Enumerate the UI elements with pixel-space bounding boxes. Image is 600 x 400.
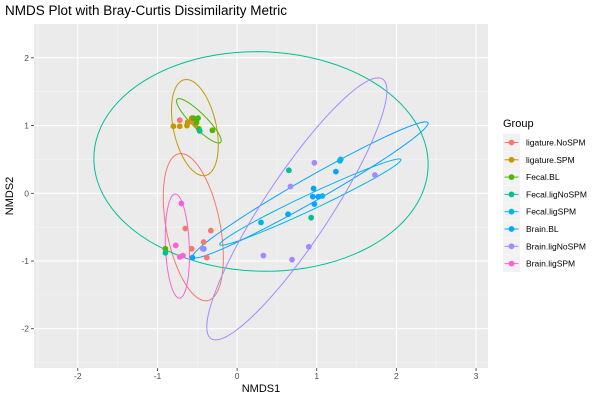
legend-label-ligature-spm: ligature.SPM: [526, 155, 575, 165]
point-brain-lignospm: [289, 256, 295, 263]
point-ligature-spm: [176, 123, 183, 130]
y-tick-label: 0: [24, 188, 29, 198]
ellipse-brain-lignospm: [206, 77, 388, 341]
ellipse-fecal-lignospm: [93, 51, 429, 272]
point-ligature-nospm: [203, 254, 210, 261]
x-tick-label: 1: [314, 371, 319, 381]
legend-key-ligature-spm: [503, 151, 520, 169]
point-fecal-lignospm: [162, 249, 169, 256]
chart-title: NMDS Plot with Bray-Curtis Dissimilarity…: [5, 3, 287, 18]
point-brain-lignospm: [260, 252, 267, 259]
legend-key-ligature-nospm: [503, 134, 520, 151]
point-fecal-bl: [193, 119, 200, 126]
point-brain-bl: [315, 193, 322, 200]
axes: -2 -1 0 1 2 3 -2 -1 0 1 2: [21, 53, 478, 381]
point-fecal-bl: [209, 127, 216, 134]
point-ligature-nospm: [207, 227, 214, 234]
confidence-ellipses: [93, 51, 429, 341]
legend-key-point: [508, 243, 515, 250]
legend-key-point: [508, 139, 515, 146]
legend-key-fecal-bl: [503, 168, 520, 186]
legend-key-fecal-ligspm: [503, 203, 520, 221]
legend: Group ligature.NoSPM ligature.SPM Fecal.BL…: [503, 118, 587, 273]
ellipse-brain-ligspm: [164, 193, 191, 299]
point-fecal-lignospm: [308, 214, 315, 221]
point-fecal-bl: [190, 115, 197, 122]
legend-title: Group: [503, 118, 534, 130]
point-brain-ligspm: [172, 242, 179, 249]
x-tick-label: 3: [474, 371, 479, 381]
legend-label-fecal-lignospm: Fecal.ligNoSPM: [526, 189, 587, 199]
x-tick-label: -2: [74, 371, 82, 381]
legend-key-brain-ligspm: [503, 255, 520, 273]
legend-key-point: [508, 174, 515, 181]
ellipse-fecal-bl: [176, 98, 222, 144]
point-brain-lignospm: [287, 183, 294, 190]
point-brain-bl: [309, 193, 316, 200]
point-ligature-spm: [170, 123, 177, 130]
ellipse-ligature-spm: [170, 78, 219, 177]
point-fecal-lignospm: [285, 167, 292, 174]
point-ligature-nospm: [176, 117, 183, 124]
point-fecal-ligspm: [258, 219, 264, 226]
legend-items: ligature.NoSPM ligature.SPM Fecal.BL Fecal.…: [503, 134, 587, 273]
point-fecal-lignospm: [196, 128, 203, 134]
legend-label-brain-lignospm: Brain.ligNoSPM: [526, 241, 586, 251]
x-axis-title: NMDS1: [242, 383, 281, 395]
plot-panel: [34, 24, 488, 368]
x-tick-label: 0: [235, 371, 240, 381]
legend-key-point: [508, 156, 515, 163]
point-brain-bl: [285, 211, 291, 218]
point-fecal-bl: [162, 245, 169, 252]
legend-key-point: [508, 208, 515, 215]
point-brain-bl: [332, 168, 339, 175]
minor-gridlines: [34, 24, 488, 368]
legend-label-fecal-bl: Fecal.BL: [526, 172, 560, 182]
x-tick-label: -1: [154, 371, 162, 381]
ellipse-ligature-nospm: [162, 152, 224, 302]
point-ligature-spm: [184, 122, 190, 129]
legend-key-fecal-lignospm: [503, 185, 520, 203]
legend-key-brain-lignospm: [503, 237, 520, 255]
legend-key-point: [508, 226, 515, 232]
legend-label-ligature-nospm: ligature.NoSPM: [526, 138, 586, 148]
legend-key-point: [508, 260, 515, 267]
point-brain-lignospm: [305, 243, 312, 250]
legend-label-fecal-ligspm: Fecal.ligSPM: [526, 207, 576, 217]
point-brain-lignospm: [199, 245, 206, 252]
point-brain-bl: [310, 185, 317, 192]
y-tick-label: 1: [24, 121, 29, 131]
major-gridlines: [34, 24, 488, 368]
point-ligature-nospm: [182, 225, 189, 232]
legend-key-point: [508, 191, 515, 198]
point-brain-ligspm: [180, 252, 186, 259]
point-brain-bl: [311, 201, 318, 208]
ellipse-fecal-ligspm: [219, 158, 402, 246]
y-axis-title: NMDS2: [4, 177, 16, 216]
legend-key-brain-bl: [503, 220, 520, 238]
y-tick-label: 2: [24, 53, 29, 63]
point-ligature-nospm: [188, 245, 195, 252]
point-ligature-nospm: [200, 239, 207, 245]
y-tick-label: -2: [21, 324, 29, 334]
point-brain-lignospm: [311, 159, 318, 166]
data-points: [162, 115, 378, 263]
legend-label-brain-bl: Brain.BL: [526, 224, 559, 234]
point-brain-lignospm: [371, 172, 378, 178]
legend-label-brain-ligspm: Brain.ligSPM: [526, 259, 575, 269]
point-fecal-ligspm: [337, 156, 344, 163]
y-tick-label: -1: [21, 256, 29, 266]
point-brain-bl: [189, 254, 196, 261]
x-tick-label: 2: [394, 371, 399, 381]
point-brain-ligspm: [178, 200, 185, 207]
